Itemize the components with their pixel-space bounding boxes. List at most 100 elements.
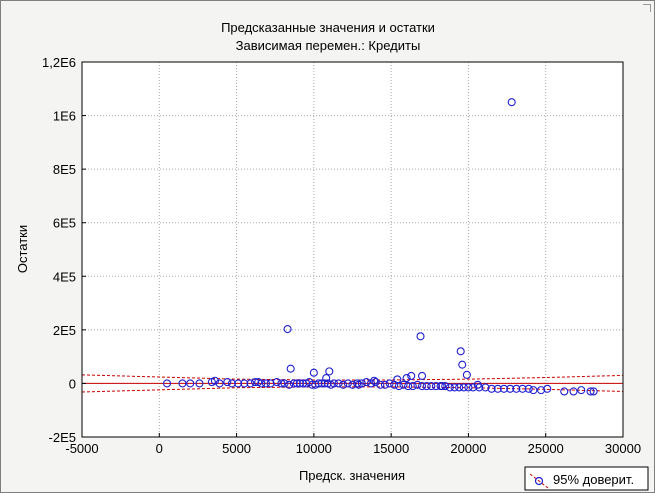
data-point [186, 379, 195, 388]
data-point [431, 382, 441, 391]
data-point [529, 386, 538, 395]
y-tick-label: 6E5 [53, 216, 76, 231]
x-tick-label: 30000 [605, 441, 641, 456]
y-tick-label: 8E5 [53, 162, 76, 177]
legend-marker-icon [534, 476, 544, 486]
data-point [413, 380, 422, 389]
y-tick-label: 2E5 [53, 323, 76, 338]
data-point [455, 383, 464, 392]
chart-title: Предсказанные значения и остатки [221, 20, 435, 35]
data-point [261, 379, 270, 388]
confidence-bands [81, 374, 624, 393]
data-point [195, 379, 204, 388]
data-point [416, 332, 425, 341]
data-point [393, 375, 402, 384]
y-tick-label: 0 [69, 376, 76, 391]
x-tick-label: 20000 [450, 441, 486, 456]
x-axis-ticks: -5000 0 5000 10000 15000 20000 25000 30000 [65, 433, 641, 456]
x-tick-label: 10000 [296, 441, 332, 456]
legend-box [524, 466, 649, 491]
data-point [353, 379, 362, 388]
data-point [456, 347, 465, 356]
data-point [348, 380, 357, 389]
plot-frame [81, 61, 624, 438]
legend: 95% доверит. [524, 466, 649, 491]
data-point [507, 98, 516, 107]
data-point [322, 374, 331, 383]
data-point [362, 378, 371, 387]
y-axis-label: Остатки [15, 225, 30, 273]
data-point [285, 380, 294, 389]
data-point [407, 371, 416, 380]
confidence-lower-line [81, 386, 624, 393]
x-tick-label: -5000 [65, 441, 98, 456]
data-points [162, 98, 598, 396]
data-point [487, 384, 496, 393]
data-point [246, 379, 255, 388]
data-point [280, 379, 289, 388]
data-point [493, 384, 502, 393]
data-point [560, 387, 569, 396]
data-point [289, 379, 298, 388]
data-point [339, 380, 348, 389]
data-point [422, 382, 431, 391]
data-point [537, 386, 546, 395]
data-point [295, 379, 304, 388]
y-tick-label: 1E6 [53, 109, 76, 124]
x-tick-label: 0 [156, 441, 163, 456]
data-point [251, 378, 260, 387]
data-point [473, 380, 482, 389]
data-point [234, 379, 243, 388]
data-point [450, 383, 459, 392]
data-point [438, 382, 447, 391]
data-point [308, 380, 317, 389]
data-point [402, 374, 411, 383]
plot-area [82, 62, 623, 437]
data-point [380, 380, 390, 389]
data-point [325, 367, 334, 376]
data-point [427, 382, 436, 391]
data-point [464, 383, 473, 392]
data-point [445, 383, 454, 392]
data-point [418, 371, 427, 380]
data-point [215, 379, 224, 388]
x-tick-label: 25000 [528, 441, 564, 456]
data-point [210, 376, 219, 385]
data-point [404, 382, 413, 391]
data-point [408, 382, 417, 391]
data-point [298, 379, 308, 388]
data-point [223, 378, 232, 387]
data-point [459, 383, 468, 392]
data-point [543, 384, 552, 393]
data-point [286, 364, 295, 373]
y-tick-label: -2E5 [49, 430, 76, 445]
data-point [283, 325, 292, 334]
data-point [481, 383, 490, 392]
data-point [458, 360, 467, 369]
data-point [518, 384, 527, 393]
data-point [569, 387, 578, 396]
data-point [254, 378, 263, 387]
data-point [162, 379, 172, 388]
legend-line-sample [529, 473, 549, 489]
data-point [589, 387, 598, 396]
data-point [329, 379, 339, 388]
data-point [371, 378, 380, 387]
data-point [354, 380, 363, 389]
data-point [227, 379, 236, 388]
data-point [577, 386, 586, 395]
legend-label: 95% доверит. [553, 472, 634, 487]
data-point [272, 378, 281, 387]
data-point [240, 379, 249, 388]
data-point [524, 384, 533, 393]
data-point [512, 384, 521, 393]
y-tick-label: 1,2E6 [42, 55, 76, 70]
data-point [370, 376, 379, 385]
data-point [266, 379, 275, 388]
data-point [462, 370, 471, 379]
y-tick-label: 4E5 [53, 269, 76, 284]
data-point [399, 380, 408, 389]
data-point [376, 380, 385, 389]
data-point [469, 383, 478, 392]
confidence-upper-line [81, 374, 624, 381]
